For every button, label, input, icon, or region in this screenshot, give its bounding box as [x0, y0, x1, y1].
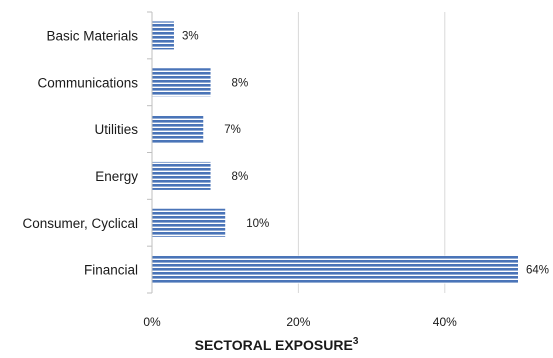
- data-label: 64%: [526, 265, 549, 277]
- labels: 0% 20% 40% Basic Materials 3% Communications 8…: [22, 28, 549, 329]
- category-label: Energy: [95, 169, 138, 184]
- gridlines: [297, 12, 446, 293]
- category-label: Consumer, Cyclical: [22, 216, 138, 231]
- category-label: Basic Materials: [46, 28, 138, 43]
- bar: [152, 115, 204, 144]
- data-label: 7%: [224, 124, 241, 136]
- bar: [152, 208, 226, 237]
- x-tick-label: 0%: [143, 315, 161, 329]
- data-label: 8%: [232, 77, 249, 89]
- bars: [152, 21, 518, 284]
- data-label: 8%: [232, 171, 249, 183]
- chart-title: SECTORAL EXPOSURE3: [0, 336, 553, 353]
- category-label: Communications: [37, 75, 138, 90]
- data-label: 3%: [182, 30, 199, 42]
- bar: [152, 255, 518, 284]
- x-tick-label: 40%: [433, 315, 457, 329]
- chart-title-text: SECTORAL EXPOSURE: [194, 337, 353, 353]
- bar: [152, 161, 211, 190]
- bar: [152, 68, 211, 97]
- x-tick-label: 20%: [286, 315, 310, 329]
- axes: [147, 11, 153, 294]
- bar: [152, 21, 174, 50]
- chart-title-superscript: 3: [352, 336, 359, 347]
- category-label: Utilities: [94, 122, 138, 137]
- data-label: 10%: [246, 218, 269, 230]
- category-label: Financial: [84, 263, 138, 278]
